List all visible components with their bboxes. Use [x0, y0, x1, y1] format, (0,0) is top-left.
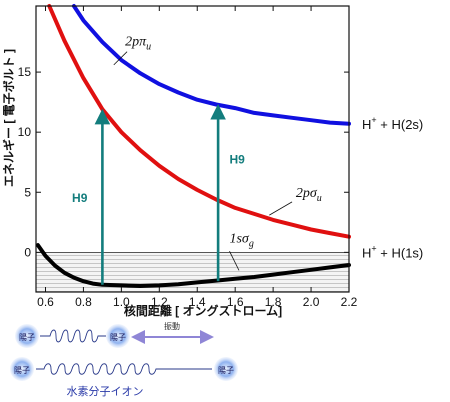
x-tick-label-2: 1.0: [113, 295, 130, 309]
molecule-caption: 水素分子イオン: [67, 385, 144, 398]
electron-wave: [36, 363, 212, 375]
y-tick-label-1: 5: [24, 185, 31, 199]
y-tick-label-3: 15: [18, 65, 32, 79]
vibrating-protons: 陽子 陽子 振動: [15, 321, 214, 348]
leader-line-2: [269, 201, 293, 216]
labels-layer: 2pπu 2pσu 1sσg H+ + H(2s) H+ + H(1s): [113, 35, 423, 271]
asymptote-label-2: H+ + H(1s): [362, 243, 423, 260]
x-tick-label-5: 1.6: [227, 295, 244, 309]
proton-left-bottom: [10, 357, 34, 381]
x-tick-label-0: 0.6: [37, 295, 54, 309]
leader-line-1: [113, 51, 128, 66]
proton-label-right-top: 陽子: [110, 333, 126, 342]
y-tick-label-0: 0: [24, 245, 31, 259]
axes-layer: 0.6 0.8 1.0 1.2 1.4 1.6 1.8 2.0 2.2 0 5 10 15: [18, 5, 358, 309]
curve-label-1: 2pπu: [125, 35, 151, 53]
curve-label-3: 1sσg: [229, 232, 253, 250]
proton-label-right-bottom: 陽子: [218, 366, 234, 375]
arrows-layer: H9 H9: [72, 103, 245, 285]
molecule-illustration: 陽子 陽子 振動 陽子 陽子 水素分子イオン: [10, 321, 238, 398]
proton-label-left-bottom: 陽子: [14, 366, 30, 375]
x-tick-label-7: 2.0: [303, 295, 320, 309]
ion-protons: 陽子 陽子: [10, 357, 238, 381]
spring: [40, 329, 106, 343]
x-tick-label-6: 1.8: [265, 295, 282, 309]
y-axis-title: エネルギー [ 電子ボルト ]: [1, 49, 16, 187]
x-tick-label-3: 1.2: [151, 295, 168, 309]
series-line-3: [35, 243, 351, 288]
x-tick-label-8: 2.2: [341, 295, 358, 309]
x-tick-label-4: 1.4: [189, 295, 206, 309]
proton-right-top: [106, 324, 130, 348]
x-axis-title: 核間距離 [ オングストローム]: [124, 303, 282, 318]
plot-frame: [35, 5, 350, 293]
y-tick-label-2: 10: [18, 125, 32, 139]
asymptote-label-1: H+ + H(2s): [362, 115, 423, 132]
series-line-2: [47, 4, 351, 239]
curve-label-2: 2pσu: [296, 186, 322, 204]
arrow-label-2: H9: [229, 152, 245, 166]
series-layer: [35, 4, 351, 288]
proton-label-left-top: 陽子: [19, 333, 35, 342]
arrow-label-1: H9: [72, 191, 88, 205]
vibration-label: 振動: [164, 321, 180, 331]
leader-line-3: [229, 250, 240, 271]
proton-left-top: [15, 324, 39, 348]
x-tick-label-1: 0.8: [75, 295, 92, 309]
series-line-1: [71, 4, 351, 126]
proton-right-bottom: [214, 357, 238, 381]
